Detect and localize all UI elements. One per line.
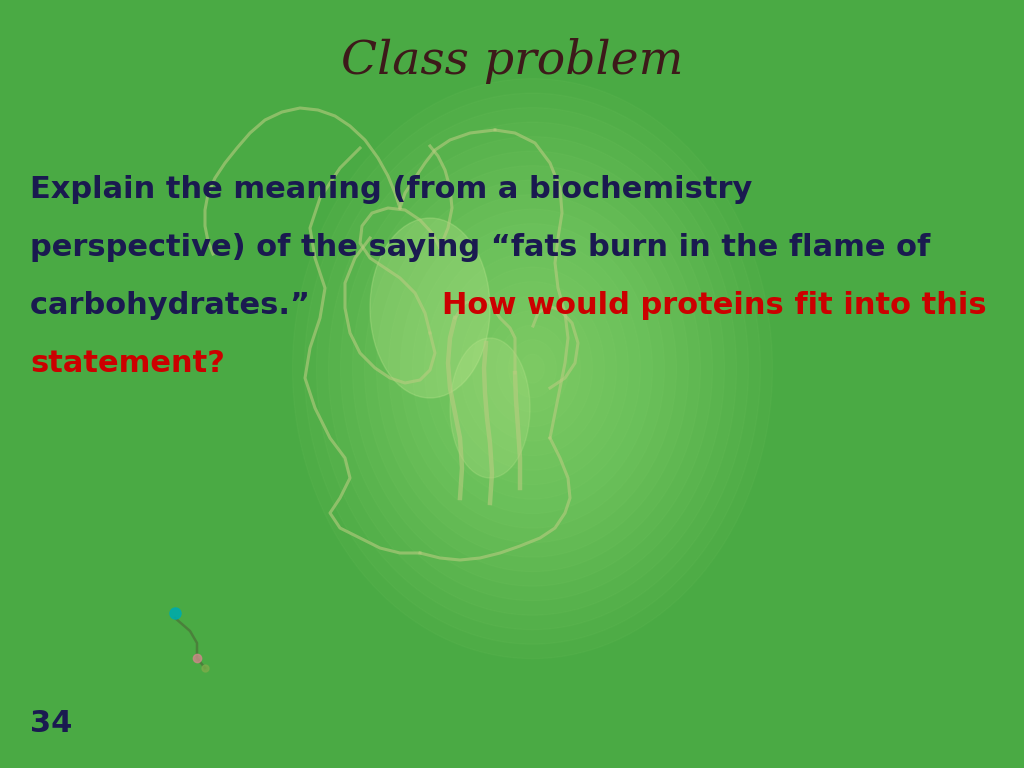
Ellipse shape bbox=[370, 218, 490, 398]
Text: 34: 34 bbox=[30, 709, 73, 738]
Text: carbohydrates.”: carbohydrates.” bbox=[30, 291, 321, 320]
Text: Class problem: Class problem bbox=[341, 38, 683, 84]
Text: perspective) of the saying “fats burn in the flame of: perspective) of the saying “fats burn in… bbox=[30, 233, 930, 262]
Text: statement?: statement? bbox=[30, 349, 225, 378]
Text: Explain the meaning (from a biochemistry: Explain the meaning (from a biochemistry bbox=[30, 175, 753, 204]
Text: How would proteins fit into this: How would proteins fit into this bbox=[442, 291, 986, 320]
Ellipse shape bbox=[450, 338, 530, 478]
